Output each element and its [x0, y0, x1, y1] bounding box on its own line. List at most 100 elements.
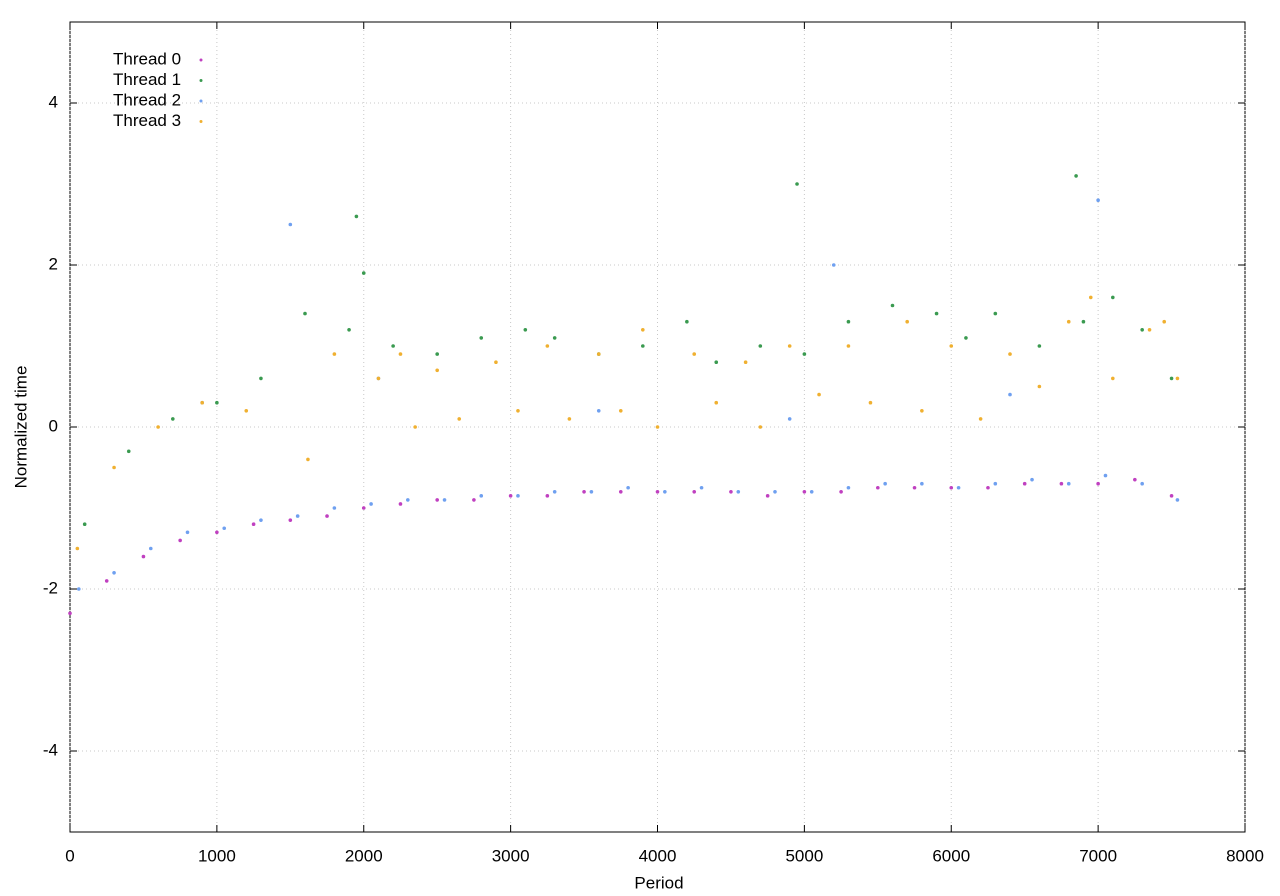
- data-point: [442, 498, 447, 502]
- data-point: [545, 344, 550, 348]
- x-tick-label: 0: [65, 846, 74, 865]
- data-point: [68, 611, 72, 616]
- data-point: [1037, 344, 1042, 348]
- data-point: [354, 214, 359, 219]
- x-tick-label: 8000: [1226, 846, 1264, 865]
- data-point: [156, 425, 160, 429]
- data-point: [391, 344, 395, 348]
- data-point: [435, 352, 439, 356]
- data-point: [949, 344, 954, 348]
- data-point: [920, 409, 924, 413]
- data-point: [244, 409, 249, 413]
- data-point: [552, 336, 557, 340]
- data-point: [435, 368, 439, 373]
- data-point: [479, 336, 484, 340]
- data-point: [692, 490, 697, 494]
- data-point: [1147, 328, 1152, 332]
- data-point: [479, 494, 484, 498]
- data-point: [883, 481, 887, 486]
- x-tick-label: 1000: [198, 846, 236, 865]
- data-point: [1081, 319, 1086, 324]
- data-point: [508, 494, 513, 498]
- data-point: [890, 303, 895, 308]
- data-point: [112, 571, 116, 575]
- data-point: [1133, 477, 1137, 482]
- data-point: [82, 522, 87, 526]
- data-point: [956, 485, 961, 490]
- y-axis-label: Normalized time: [11, 366, 30, 489]
- data-point: [435, 498, 439, 502]
- data-point: [369, 502, 373, 506]
- data-point: [773, 490, 777, 494]
- data-point: [1088, 295, 1093, 300]
- data-point: [178, 538, 182, 543]
- data-point: [809, 490, 814, 494]
- data-point: [171, 417, 175, 421]
- data-point: [259, 376, 263, 381]
- y-tick-label: -4: [43, 740, 58, 759]
- x-tick-label: 6000: [932, 846, 970, 865]
- data-point: [325, 514, 329, 518]
- data-point: [347, 328, 351, 332]
- data-point: [376, 376, 381, 381]
- data-point: [1103, 473, 1108, 478]
- data-point: [596, 409, 601, 413]
- data-point: [765, 494, 770, 498]
- data-point: [641, 344, 645, 348]
- data-point: [1096, 198, 1100, 202]
- data-point: [1066, 481, 1071, 486]
- data-point: [993, 311, 998, 316]
- data-point: [148, 546, 153, 551]
- y-tick-label: 0: [49, 416, 58, 435]
- data-point: [516, 409, 520, 413]
- data-point: [398, 352, 403, 356]
- data-point: [876, 485, 880, 490]
- data-point: [641, 328, 645, 332]
- data-point: [618, 409, 623, 413]
- data-point: [215, 400, 219, 405]
- data-point: [141, 554, 146, 559]
- data-point: [1140, 481, 1144, 486]
- data-point: [817, 392, 821, 397]
- data-point: [685, 319, 689, 324]
- data-point: [596, 352, 601, 356]
- data-point: [582, 490, 586, 494]
- data-point: [655, 425, 660, 429]
- data-point: [552, 490, 557, 494]
- data-point: [802, 352, 807, 356]
- data-point: [1066, 319, 1071, 324]
- data-point: [112, 465, 116, 470]
- data-point: [288, 222, 293, 227]
- data-point: [457, 417, 462, 421]
- data-point: [215, 530, 219, 535]
- data-point: [288, 518, 293, 522]
- data-point: [1111, 376, 1115, 381]
- legend-label: Thread 3: [113, 111, 181, 130]
- data-point: [306, 457, 310, 462]
- data-point: [104, 579, 109, 583]
- data-point: [868, 400, 873, 405]
- data-point: [920, 481, 924, 486]
- data-point: [787, 417, 792, 421]
- data-point: [986, 485, 990, 490]
- data-point: [692, 352, 697, 356]
- data-point: [736, 490, 741, 494]
- legend-marker: [199, 120, 203, 123]
- data-point: [1162, 319, 1167, 324]
- data-point: [1008, 352, 1012, 356]
- data-point: [934, 311, 939, 316]
- data-point: [758, 425, 763, 429]
- x-tick-label: 4000: [639, 846, 677, 865]
- data-point: [993, 481, 998, 486]
- data-point: [200, 400, 204, 405]
- legend-marker: [199, 58, 203, 62]
- data-point: [846, 344, 851, 348]
- data-point: [413, 425, 417, 429]
- data-point: [729, 490, 733, 494]
- data-point: [1175, 376, 1180, 381]
- legend-label: Thread 0: [113, 49, 181, 68]
- data-point: [831, 263, 836, 267]
- data-point: [77, 587, 81, 591]
- x-tick-label: 2000: [345, 846, 383, 865]
